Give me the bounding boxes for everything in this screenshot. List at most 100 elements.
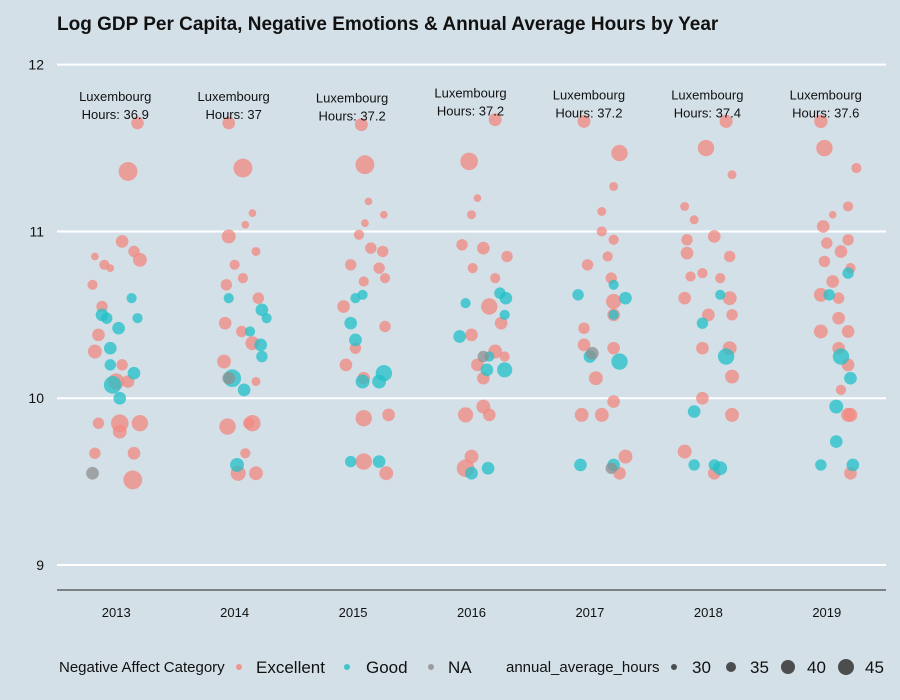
- data-point-good: [696, 317, 709, 329]
- data-point-excellent: [473, 194, 482, 202]
- data-point-good: [844, 371, 857, 385]
- data-point-good: [112, 321, 125, 335]
- data-point-good: [481, 461, 495, 475]
- data-point-excellent: [87, 279, 98, 290]
- annotation-country: Luxembourg: [553, 87, 625, 102]
- data-point-excellent: [697, 139, 715, 157]
- points-layer: [86, 113, 862, 490]
- data-point-excellent: [726, 309, 738, 321]
- data-point-excellent: [578, 322, 590, 334]
- data-point-excellent: [460, 152, 478, 171]
- data-point-excellent: [132, 252, 147, 267]
- legend-key-na: [428, 664, 434, 670]
- data-point-excellent: [92, 417, 105, 429]
- annotation-country: Luxembourg: [316, 91, 388, 106]
- data-point-excellent: [685, 271, 696, 282]
- data-point-excellent: [229, 259, 240, 270]
- data-point-excellent: [722, 291, 737, 306]
- data-point-excellent: [681, 234, 693, 246]
- legend-size-label: 40: [807, 658, 826, 677]
- data-point-excellent: [608, 234, 619, 245]
- data-point-excellent: [379, 273, 391, 284]
- data-point-excellent: [361, 219, 369, 227]
- data-point-excellent: [127, 446, 141, 460]
- data-point-good: [497, 362, 513, 378]
- data-point-excellent: [696, 341, 709, 355]
- data-point-good: [465, 466, 478, 480]
- data-point-excellent: [851, 162, 862, 174]
- data-point-na: [86, 466, 99, 480]
- data-point-excellent: [251, 246, 261, 256]
- y-tick-label: 11: [29, 223, 44, 239]
- data-point-excellent: [821, 237, 833, 249]
- data-point-excellent: [456, 239, 468, 251]
- data-point-good: [713, 461, 728, 476]
- data-point-excellent: [707, 230, 721, 243]
- data-point-excellent: [248, 209, 257, 217]
- x-tick-label: 2018: [694, 605, 723, 620]
- data-point-excellent: [826, 275, 840, 288]
- data-point-good: [104, 359, 117, 371]
- data-point-good: [344, 316, 358, 330]
- annotation-hours: Hours: 37: [205, 107, 261, 122]
- data-point-excellent: [457, 407, 474, 423]
- data-point-excellent: [725, 407, 740, 422]
- annotation-hours: Hours: 37.6: [792, 105, 859, 120]
- x-tick-label: 2017: [575, 605, 604, 620]
- data-point-excellent: [243, 417, 255, 429]
- data-point-excellent: [611, 144, 628, 162]
- data-point-excellent: [696, 391, 709, 405]
- legend-size-key: [781, 660, 795, 674]
- data-point-excellent: [382, 408, 395, 422]
- data-point-excellent: [618, 449, 633, 464]
- annotation-hours: Hours: 36.9: [82, 107, 149, 122]
- data-point-excellent: [606, 293, 622, 310]
- data-point-good: [499, 309, 510, 320]
- data-point-excellent: [355, 155, 375, 175]
- y-tick-label: 10: [28, 390, 44, 406]
- data-point-excellent: [602, 251, 613, 262]
- legend-label-excellent: Excellent: [256, 658, 325, 677]
- legend-label-good: Good: [366, 658, 408, 677]
- data-point-excellent: [702, 308, 715, 322]
- data-point-excellent: [581, 259, 594, 271]
- data-point-excellent: [220, 279, 233, 291]
- data-point-excellent: [87, 344, 102, 359]
- data-point-excellent: [490, 273, 501, 284]
- annotation-hours: Hours: 37.2: [318, 109, 385, 124]
- data-point-excellent: [252, 292, 265, 304]
- data-point-excellent: [379, 466, 394, 481]
- data-point-excellent: [813, 287, 828, 302]
- data-point-excellent: [373, 262, 385, 274]
- data-point-excellent: [379, 320, 391, 333]
- data-point-excellent: [251, 377, 261, 387]
- data-point-excellent: [842, 234, 854, 246]
- data-point-excellent: [376, 245, 389, 258]
- data-point-good: [608, 309, 619, 320]
- data-point-excellent: [355, 410, 372, 427]
- data-point-good: [255, 303, 269, 317]
- annotation-country: Luxembourg: [790, 87, 862, 102]
- data-point-good: [103, 341, 117, 355]
- data-point-excellent: [814, 114, 828, 129]
- data-point-excellent: [574, 407, 589, 422]
- data-point-good: [126, 293, 137, 304]
- data-point-excellent: [89, 447, 101, 459]
- x-tick-label: 2014: [220, 605, 249, 620]
- data-point-good: [237, 383, 251, 397]
- data-point-excellent: [727, 170, 737, 180]
- annotation-hours: Hours: 37.4: [674, 105, 741, 120]
- data-point-good: [499, 291, 513, 305]
- data-point-excellent: [678, 291, 692, 305]
- data-point-excellent: [832, 311, 845, 325]
- legend-label-na: NA: [448, 658, 472, 677]
- data-point-excellent: [240, 448, 251, 459]
- data-point-good: [846, 458, 860, 472]
- annotation-hours: Hours: 37.2: [437, 104, 504, 119]
- data-point-good: [715, 289, 726, 300]
- data-point-excellent: [594, 407, 609, 422]
- data-point-good: [572, 289, 584, 301]
- data-point-excellent: [465, 328, 478, 342]
